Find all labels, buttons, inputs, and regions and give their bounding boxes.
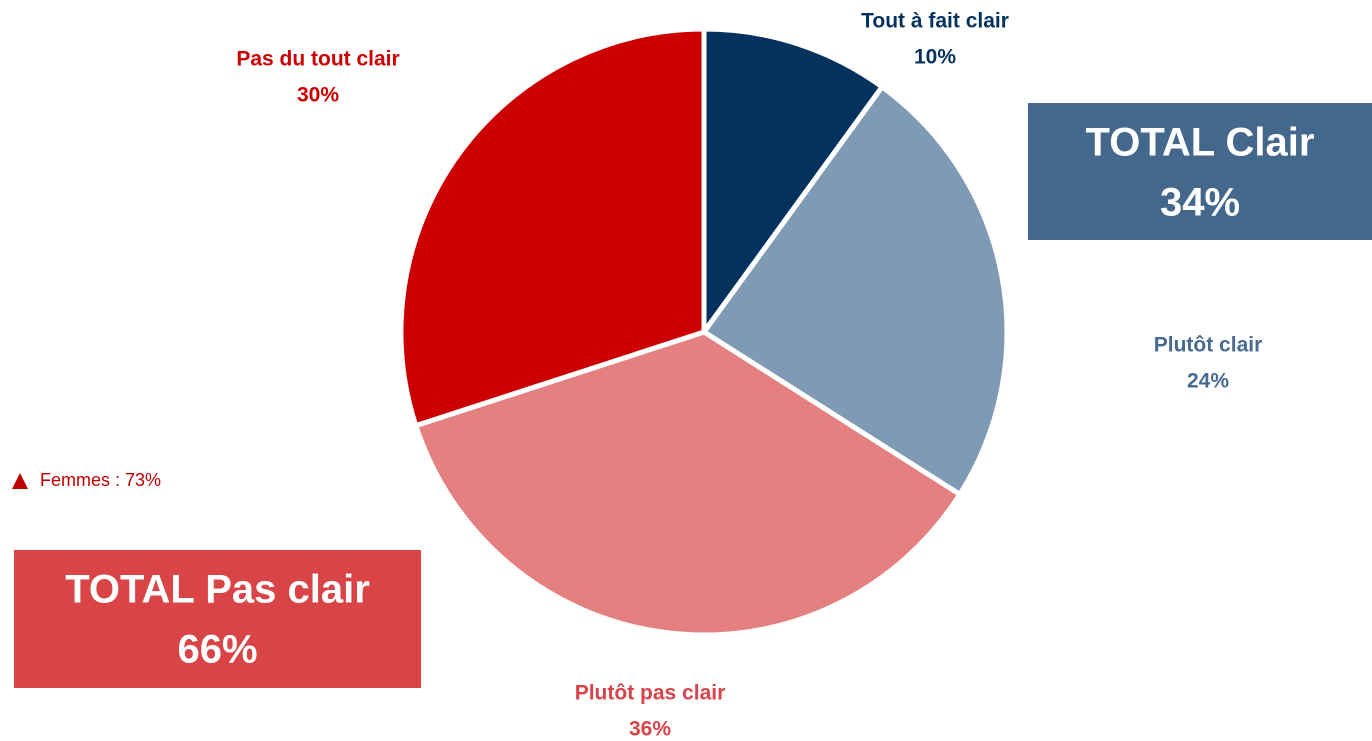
total-title: TOTAL Clair: [1086, 121, 1315, 165]
slice-value-label: 10%: [914, 46, 956, 69]
pie-slice: [701, 84, 1010, 497]
note-text: Femmes : 73%: [40, 470, 161, 490]
slice-value-label: 24%: [1187, 370, 1229, 393]
slice-value-label: 30%: [297, 84, 339, 107]
pie-slice: [413, 329, 963, 638]
total-box: [14, 550, 421, 688]
slice-label: Tout à fait clair: [861, 10, 1009, 33]
slice-label: Plutôt pas clair: [575, 682, 726, 705]
slice-label: Plutôt clair: [1154, 334, 1263, 357]
pie-slice: [398, 26, 707, 429]
note-marker: [12, 473, 28, 489]
slice-value-label: 36%: [629, 718, 671, 741]
pie-slice: [701, 26, 885, 335]
total-value: 66%: [177, 628, 257, 672]
slice-label: Pas du tout clair: [236, 48, 399, 71]
total-title: TOTAL Pas clair: [65, 568, 370, 612]
total-value: 34%: [1160, 181, 1240, 225]
total-box: [1028, 103, 1372, 240]
